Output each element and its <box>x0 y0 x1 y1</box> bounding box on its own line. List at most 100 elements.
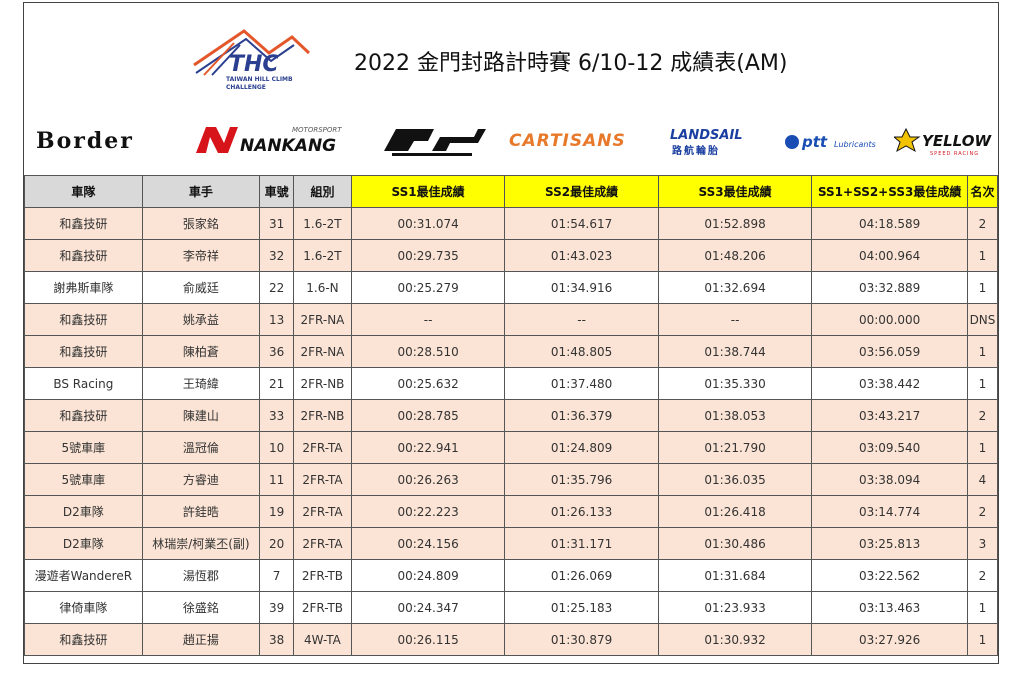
car-number-cell: 10 <box>259 431 295 464</box>
thc-logo-sub2: CHALLENGE <box>226 84 266 91</box>
ss2-cell: 01:35.796 <box>504 463 659 496</box>
team-cell: 律倚車隊 <box>24 591 143 624</box>
ss3-cell: -- <box>657 303 813 336</box>
ss2-cell: 01:26.069 <box>504 559 659 592</box>
driver-cell: 王琦緯 <box>141 367 261 400</box>
total-cell: 03:25.813 <box>811 527 968 560</box>
ss3-cell: 01:38.053 <box>657 399 813 432</box>
driver-cell: 溫冠倫 <box>141 431 261 464</box>
driver-cell: 徐盛銘 <box>141 591 261 624</box>
team-cell: 漫遊者WandereR <box>24 559 143 592</box>
car-number-cell: 32 <box>259 239 295 272</box>
total-cell: 04:18.589 <box>811 207 968 240</box>
rank-cell: 2 <box>966 207 999 240</box>
sponsor-strip: Border MOTORSPORT NANKANG D2 CARTISANS <box>34 121 994 161</box>
sponsor-ptt-logo: ptt Lubricants <box>782 121 892 161</box>
team-cell: BS Racing <box>24 367 143 400</box>
ss2-cell: 01:54.617 <box>504 207 659 240</box>
thc-logo-sub1: TAIWAN HILL CLIMB <box>226 76 293 83</box>
d2-text: D2 <box>374 121 376 122</box>
ss3-cell: 01:38.744 <box>657 335 813 368</box>
ss1-cell: 00:22.941 <box>350 431 506 464</box>
table-row: 和鑫技研 陳柏蒼 36 2FR-NA 00:28.510 01:48.805 01:38.7… <box>24 335 999 368</box>
car-number-cell: 22 <box>259 271 295 304</box>
table-row: BS Racing 王琦緯 21 2FR-NB 00:25.632 01:37.480 01… <box>24 367 999 400</box>
team-cell: D2車隊 <box>24 527 143 560</box>
col-header-ss3: SS3最佳成績 <box>657 175 813 208</box>
table-row: 漫遊者WandereR 湯恆郡 7 2FR-TB 00:24.809 01:26.069 0… <box>24 559 999 592</box>
yellow-sub-text: SPEED RACING <box>930 151 979 157</box>
ss3-cell: 01:35.330 <box>657 367 813 400</box>
class-cell: 1.6-N <box>293 271 352 304</box>
rank-cell: 1 <box>966 271 999 304</box>
sheet-header: THC TAIWAN HILL CLIMB CHALLENGE 2022 金門封… <box>24 3 998 173</box>
rank-cell: 2 <box>966 399 999 432</box>
class-cell: 2FR-TA <box>293 527 352 560</box>
team-cell: 5號車庫 <box>24 431 143 464</box>
car-number-cell: 33 <box>259 399 295 432</box>
table-body: 和鑫技研 張家銘 31 1.6-2T 00:31.074 01:54.617 01:52.8… <box>24 207 999 656</box>
class-cell: 2FR-NA <box>293 335 352 368</box>
rank-cell: 1 <box>966 335 999 368</box>
total-cell: 03:22.562 <box>811 559 968 592</box>
table-row: 和鑫技研 趙正揚 38 4W-TA 00:26.115 01:30.879 01:30.93… <box>24 623 999 656</box>
driver-cell: 趙正揚 <box>141 623 261 656</box>
ss1-cell: 00:24.809 <box>350 559 506 592</box>
ss2-cell: 01:30.879 <box>504 623 659 656</box>
table-header-row: 車隊 車手 車號 組別 SS1最佳成績 SS2最佳成績 SS3最佳成績 SS1+… <box>24 175 999 208</box>
driver-cell: 林瑞崇/柯業丕(副) <box>141 527 261 560</box>
total-cell: 03:09.540 <box>811 431 968 464</box>
table-row: 和鑫技研 張家銘 31 1.6-2T 00:31.074 01:54.617 01:52.8… <box>24 207 999 240</box>
page-title: 2022 金門封路計時賽 6/10-12 成績表(AM) <box>354 51 788 76</box>
col-header-team: 車隊 <box>24 175 143 208</box>
total-cell: 04:00.964 <box>811 239 968 272</box>
ss3-cell: 01:23.933 <box>657 591 813 624</box>
nankang-motorsport-text: MOTORSPORT <box>292 126 342 134</box>
ss1-cell: 00:22.223 <box>350 495 506 528</box>
ss1-cell: -- <box>350 303 506 336</box>
col-header-class: 組別 <box>293 175 352 208</box>
team-cell: 和鑫技研 <box>24 303 143 336</box>
class-cell: 2FR-TB <box>293 559 352 592</box>
ptt-sub-text: Lubricants <box>834 140 876 149</box>
sponsor-nankang-logo: MOTORSPORT NANKANG <box>194 121 364 161</box>
table-row: 和鑫技研 姚承益 13 2FR-NA -- -- -- 00:00.000 DNS <box>24 303 999 336</box>
driver-cell: 張家銘 <box>141 207 261 240</box>
car-number-cell: 21 <box>259 367 295 400</box>
col-header-total: SS1+SS2+SS3最佳成績 <box>811 175 968 208</box>
ss3-cell: 01:30.486 <box>657 527 813 560</box>
rank-cell: 2 <box>966 559 999 592</box>
team-cell: 和鑫技研 <box>24 399 143 432</box>
ss2-cell: 01:36.379 <box>504 399 659 432</box>
ss1-cell: 00:26.115 <box>350 623 506 656</box>
ss2-cell: 01:43.023 <box>504 239 659 272</box>
driver-cell: 陳建山 <box>141 399 261 432</box>
rank-cell: 4 <box>966 463 999 496</box>
thc-logo: THC TAIWAN HILL CLIMB CHALLENGE <box>174 13 314 93</box>
ss2-cell: 01:37.480 <box>504 367 659 400</box>
sponsor-border-logo: Border <box>36 128 134 154</box>
team-cell: 5號車庫 <box>24 463 143 496</box>
ss1-cell: 00:25.279 <box>350 271 506 304</box>
rank-cell: 1 <box>966 623 999 656</box>
total-cell: 03:14.774 <box>811 495 968 528</box>
ss2-cell: 01:26.133 <box>504 495 659 528</box>
table-row: 謝弗斯車隊 俞威廷 22 1.6-N 00:25.279 01:34.916 01:32.6… <box>24 271 999 304</box>
nankang-text: NANKANG <box>240 136 336 156</box>
ss3-cell: 01:36.035 <box>657 463 813 496</box>
ss3-cell: 01:30.932 <box>657 623 813 656</box>
total-cell: 03:56.059 <box>811 335 968 368</box>
ss3-cell: 01:21.790 <box>657 431 813 464</box>
driver-cell: 許銈晧 <box>141 495 261 528</box>
class-cell: 2FR-NB <box>293 367 352 400</box>
ss1-cell: 00:31.074 <box>350 207 506 240</box>
ss3-cell: 01:32.694 <box>657 271 813 304</box>
team-cell: D2車隊 <box>24 495 143 528</box>
table-row: D2車隊 林瑞崇/柯業丕(副) 20 2FR-TA 00:24.156 01:31.171… <box>24 527 999 560</box>
table-row: 5號車庫 溫冠倫 10 2FR-TA 00:22.941 01:24.809 01:21.7… <box>24 431 999 464</box>
ss2-cell: 01:25.183 <box>504 591 659 624</box>
team-cell: 和鑫技研 <box>24 623 143 656</box>
car-number-cell: 19 <box>259 495 295 528</box>
driver-cell: 姚承益 <box>141 303 261 336</box>
table-row: 5號車庫 方睿迪 11 2FR-TA 00:26.263 01:35.796 01:36.0… <box>24 463 999 496</box>
